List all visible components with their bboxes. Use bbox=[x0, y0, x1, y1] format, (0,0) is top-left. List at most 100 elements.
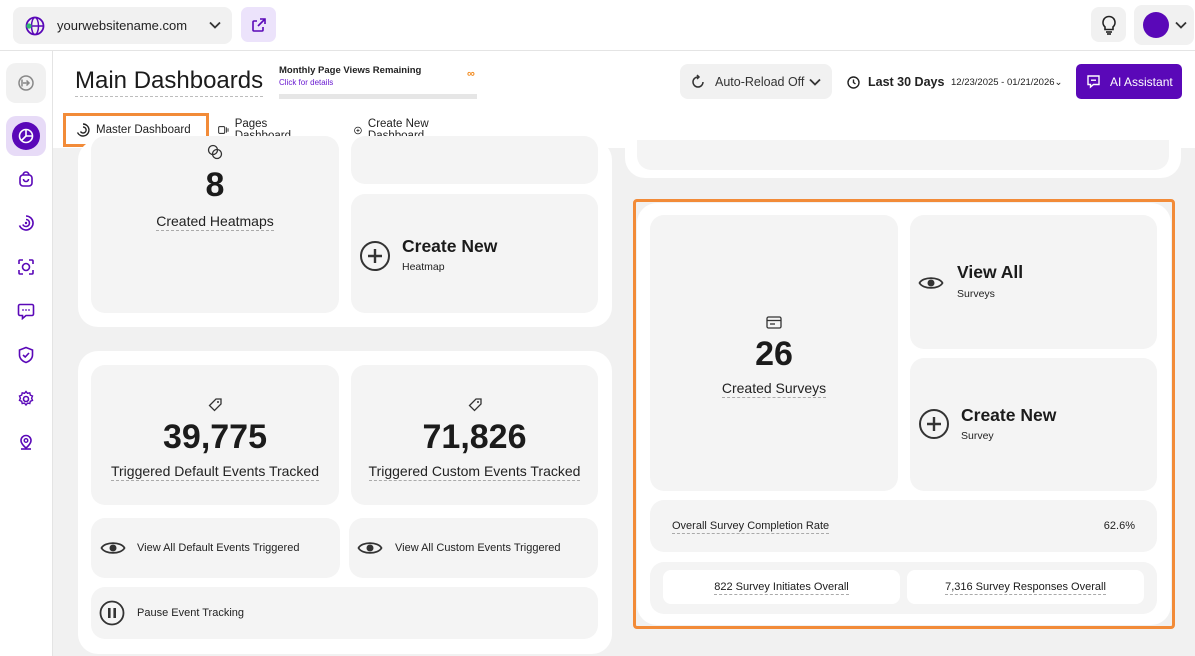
plus-circle-icon bbox=[919, 409, 949, 439]
heatmaps-count: 8 bbox=[205, 166, 225, 204]
date-range-selector[interactable]: Last 30 Days bbox=[847, 75, 944, 89]
custom-events-card: 71,826 Triggered Custom Events Tracked bbox=[351, 365, 598, 505]
survey-totals-card: 822 Survey Initiates Overall 7,316 Surve… bbox=[650, 562, 1157, 614]
external-link-icon bbox=[251, 17, 266, 32]
website-selector[interactable]: yourwebsitename.com bbox=[13, 7, 232, 44]
custom-events-label: Triggered Custom Events Tracked bbox=[351, 463, 598, 481]
chevron-down-icon bbox=[209, 21, 221, 29]
date-range-value[interactable]: 12/23/2025 - 01/21/2026⌄ bbox=[951, 77, 1063, 88]
page-title: Main Dashboards bbox=[75, 67, 264, 97]
pause-event-tracking-button[interactable]: Pause Event Tracking bbox=[91, 587, 598, 639]
chevron-down-icon: ⌄ bbox=[1054, 77, 1063, 88]
completion-rate-label-text: Overall Survey Completion Rate bbox=[672, 520, 830, 534]
pageviews-remaining-value: ∞ bbox=[467, 68, 475, 80]
top-bar: yourwebsitename.com bbox=[0, 0, 1195, 51]
open-website-button[interactable] bbox=[241, 7, 276, 42]
plus-circle-icon bbox=[354, 126, 362, 134]
eye-icon bbox=[357, 542, 383, 554]
lightbulb-icon bbox=[1101, 15, 1116, 35]
create-heatmap-sub: Heatmap bbox=[402, 261, 445, 273]
recordings-panel bbox=[625, 140, 1181, 178]
sidebar-item-dashboards[interactable] bbox=[6, 116, 46, 156]
surveys-panel: 26 Created Surveys View All Surveys Crea… bbox=[637, 203, 1171, 625]
view-custom-events-button[interactable]: View All Custom Events Triggered bbox=[349, 518, 598, 578]
view-default-events-label: View All Default Events Triggered bbox=[137, 542, 300, 554]
heatmaps-view-card[interactable] bbox=[351, 136, 598, 184]
custom-events-count: 71,826 bbox=[422, 418, 527, 456]
highlight-box bbox=[633, 199, 1175, 629]
survey-responses-text: 7,316 Survey Responses Overall bbox=[945, 581, 1106, 595]
chevron-down-icon bbox=[1175, 21, 1187, 29]
pageviews-title: Monthly Page Views Remaining bbox=[279, 65, 422, 76]
default-events-card: 39,775 Triggered Default Events Tracked bbox=[91, 365, 339, 505]
default-events-label: Triggered Default Events Tracked bbox=[91, 463, 339, 481]
create-survey-title: Create New bbox=[961, 405, 1057, 425]
date-range-label: Last 30 Days bbox=[868, 75, 945, 89]
date-range-text: 12/23/2025 - 01/21/2026 bbox=[951, 77, 1055, 88]
heatmaps-panel: 8 Created Heatmaps Create New Heatmap bbox=[78, 136, 612, 327]
refresh-icon bbox=[692, 73, 704, 88]
completion-rate-value: 62.6% bbox=[1103, 520, 1135, 532]
heatmaps-label-text: Created Heatmaps bbox=[156, 213, 274, 231]
default-events-label-text: Triggered Default Events Tracked bbox=[110, 463, 320, 481]
sidebar-item-privacy[interactable] bbox=[6, 335, 46, 375]
create-survey-card[interactable]: Create New Survey bbox=[910, 358, 1157, 491]
surveys-count-card: 26 Created Surveys bbox=[650, 215, 898, 491]
ai-assistant-button[interactable]: AI Assistant bbox=[1076, 64, 1182, 99]
location-pin-icon bbox=[20, 434, 32, 450]
create-survey-sub: Survey bbox=[961, 430, 994, 442]
eye-icon bbox=[100, 542, 126, 554]
survey-initiates-text: 822 Survey Initiates Overall bbox=[714, 581, 849, 595]
pause-icon bbox=[99, 600, 125, 626]
shield-icon bbox=[18, 346, 34, 364]
sidebar-item-heatmaps[interactable] bbox=[6, 203, 46, 243]
pie-chart-icon bbox=[18, 128, 34, 144]
surveys-label-text: Created Surveys bbox=[721, 380, 827, 398]
sidebar-item-settings[interactable] bbox=[6, 379, 46, 419]
survey-card-icon bbox=[766, 316, 782, 329]
view-all-surveys-title: View All bbox=[957, 262, 1024, 282]
survey-completion-card: Overall Survey Completion Rate 62.6% bbox=[650, 500, 1157, 552]
collapse-icon bbox=[18, 75, 34, 91]
survey-initiates: 822 Survey Initiates Overall bbox=[663, 570, 900, 604]
dashboard-icon bbox=[12, 122, 40, 150]
tag-icon bbox=[208, 398, 222, 412]
record-icon bbox=[18, 259, 34, 275]
heatmap-icon bbox=[18, 215, 34, 231]
auto-reload-label: Auto-Reload Off bbox=[715, 74, 805, 89]
shopping-bag-icon bbox=[19, 171, 33, 187]
website-name: yourwebsitename.com bbox=[57, 18, 188, 33]
completion-rate-label: Overall Survey Completion Rate bbox=[672, 520, 830, 534]
tips-button[interactable] bbox=[1091, 7, 1126, 42]
globe-icon bbox=[25, 16, 45, 35]
sidebar-item-ecommerce[interactable] bbox=[6, 159, 46, 199]
create-heatmap-card[interactable]: Create New Heatmap bbox=[351, 194, 598, 313]
tag-icon bbox=[468, 398, 482, 412]
plus-circle-icon bbox=[360, 241, 390, 271]
pageviews-details-link[interactable]: Click for details bbox=[279, 78, 334, 87]
heatmaps-count-label: Created Heatmaps bbox=[91, 213, 339, 231]
chat-icon bbox=[1087, 75, 1100, 89]
auto-reload-dropdown[interactable]: Auto-Reload Off bbox=[680, 64, 832, 99]
heatmaps-count-card: 8 Created Heatmaps bbox=[91, 136, 339, 313]
view-default-events-button[interactable]: View All Default Events Triggered bbox=[91, 518, 340, 578]
events-panel: 39,775 Triggered Default Events Tracked … bbox=[78, 351, 612, 654]
sidebar-collapse-button[interactable] bbox=[6, 63, 46, 103]
user-menu-button[interactable] bbox=[1134, 5, 1194, 45]
survey-responses: 7,316 Survey Responses Overall bbox=[907, 570, 1144, 604]
heatmap-chat-icon bbox=[207, 144, 223, 160]
default-events-count: 39,775 bbox=[163, 418, 267, 456]
heatmap-icon bbox=[76, 123, 90, 137]
pages-icon bbox=[218, 126, 229, 134]
gear-icon bbox=[18, 390, 34, 407]
create-heatmap-title: Create New bbox=[402, 236, 498, 256]
surveys-count-label: Created Surveys bbox=[650, 380, 898, 398]
view-all-surveys-card[interactable]: View All Surveys bbox=[910, 215, 1157, 349]
sidebar-item-surveys[interactable] bbox=[6, 291, 46, 331]
ai-assistant-label: AI Assistant bbox=[1110, 74, 1173, 89]
page-header: Main Dashboards Monthly Page Views Remai… bbox=[53, 51, 1195, 148]
sidebar-item-location[interactable] bbox=[6, 423, 46, 463]
view-custom-events-label: View All Custom Events Triggered bbox=[395, 542, 561, 554]
sidebar-item-recordings[interactable] bbox=[6, 247, 46, 287]
sidebar bbox=[0, 51, 53, 656]
